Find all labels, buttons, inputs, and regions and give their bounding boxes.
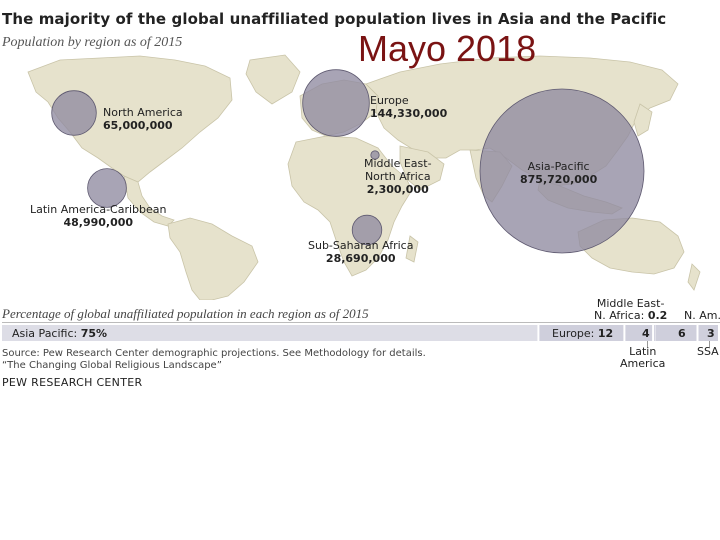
seg-label-asia-pacific: Asia Pacific: 75% xyxy=(12,327,107,340)
latam-value: 48,990,000 xyxy=(63,216,134,229)
land-japan xyxy=(633,103,653,137)
bar-segment-latin-america xyxy=(625,325,653,341)
seg-europe-value: 12 xyxy=(597,327,614,340)
callout-latam-line2: America xyxy=(620,357,666,370)
callout-mena-line2: N. Africa: xyxy=(594,309,645,322)
seg-label-europe: Europe: 12 xyxy=(552,327,613,340)
percentage-bar xyxy=(2,325,718,341)
land-greenland xyxy=(245,54,301,105)
organization-name: PEW RESEARCH CENTER xyxy=(2,376,143,389)
land-arabia xyxy=(399,145,445,191)
seg-label-latin-america: 4 xyxy=(642,327,650,340)
europe-name: Europe xyxy=(370,94,409,107)
chart-subtitle: Population by region as of 2015 xyxy=(2,35,183,50)
label-middle-east-north-africa: Middle East- North Africa 2,300,000 xyxy=(364,157,432,196)
seg-ssa-value: 3 xyxy=(707,327,715,340)
asia-pacific-value: 875,720,000 xyxy=(520,173,598,186)
asia-pacific-name: Asia-Pacific xyxy=(527,160,590,173)
bar-segment-ssa xyxy=(698,325,718,341)
bubble-sub-saharan-africa xyxy=(351,214,383,246)
bubble-europe xyxy=(302,69,370,137)
bubble-asia-pacific xyxy=(479,88,645,254)
source-note: Source: Pew Research Center demographic … xyxy=(2,348,426,372)
source-line1: Source: Pew Research Center demographic … xyxy=(2,348,426,359)
land-africa xyxy=(287,135,413,277)
land-central-america xyxy=(123,175,175,227)
percentage-bar-title: Percentage of global unaffiliated popula… xyxy=(2,306,369,321)
callout-north-america: N. Am. xyxy=(684,309,720,322)
ssa-name: Sub-Saharan Africa xyxy=(308,239,414,252)
world-map xyxy=(27,54,701,300)
land-madagascar xyxy=(405,235,419,263)
north-america-name: North America xyxy=(103,106,183,119)
tick-latin-america xyxy=(647,341,648,347)
callout-latam-line1: Latin xyxy=(629,345,657,358)
bubble-latin-america-caribbean xyxy=(87,168,127,208)
seg-europe-name: Europe: xyxy=(552,327,595,340)
mena-name-line2: North Africa xyxy=(364,170,431,183)
seg-asia-pacific-value: 75% xyxy=(80,327,108,340)
callout-mena-line1: Middle East- xyxy=(596,297,665,310)
seg-label-north-america: 6 xyxy=(678,327,686,340)
callout-mena-value: 0.2 xyxy=(647,309,668,322)
seg-north-america-value: 6 xyxy=(678,327,686,340)
bubble-north-america xyxy=(51,90,97,136)
callout-mena: Middle East- N. Africa: 0.2 xyxy=(594,298,667,322)
land-new-zealand xyxy=(687,263,701,291)
ssa-value: 28,690,000 xyxy=(325,252,396,265)
label-europe: Europe 144,330,000 xyxy=(370,94,447,120)
label-asia-pacific: Asia-Pacific 875,720,000 xyxy=(520,160,597,186)
bar-segment-n-am xyxy=(655,325,697,341)
callout-latin-america: Latin America xyxy=(620,346,665,370)
north-america-value: 65,000,000 xyxy=(103,119,173,132)
overlay-date-text: Mayo 2018 xyxy=(358,28,537,69)
bar-divider xyxy=(2,322,720,323)
bubble-middle-east xyxy=(370,150,380,160)
label-latin-america-caribbean: Latin America-Caribbean 48,990,000 xyxy=(30,203,167,229)
bar-segment-asia-pacific xyxy=(2,325,538,341)
chart-title: The majority of the global unaffiliated … xyxy=(2,10,667,28)
label-north-america: North America 65,000,000 xyxy=(103,106,183,132)
land-south-america xyxy=(167,217,259,300)
tick-ssa xyxy=(709,341,710,347)
europe-value: 144,330,000 xyxy=(370,107,448,120)
latam-name: Latin America-Caribbean xyxy=(30,203,167,216)
mena-value: 2,300,000 xyxy=(366,183,429,196)
seg-label-ssa: 3 xyxy=(707,327,715,340)
seg-latin-america-value: 4 xyxy=(642,327,650,340)
seg-asia-pacific-name: Asia Pacific: xyxy=(12,327,78,340)
bar-segment-europe xyxy=(539,325,624,341)
callout-ssa: SSA xyxy=(697,345,719,358)
bar-segment-middle-east-n-africa xyxy=(654,325,656,341)
label-sub-saharan-africa: Sub-Saharan Africa 28,690,000 xyxy=(308,239,413,265)
source-line2: “The Changing Global Religious Landscape… xyxy=(2,360,222,371)
mena-name-line1: Middle East- xyxy=(364,157,432,170)
